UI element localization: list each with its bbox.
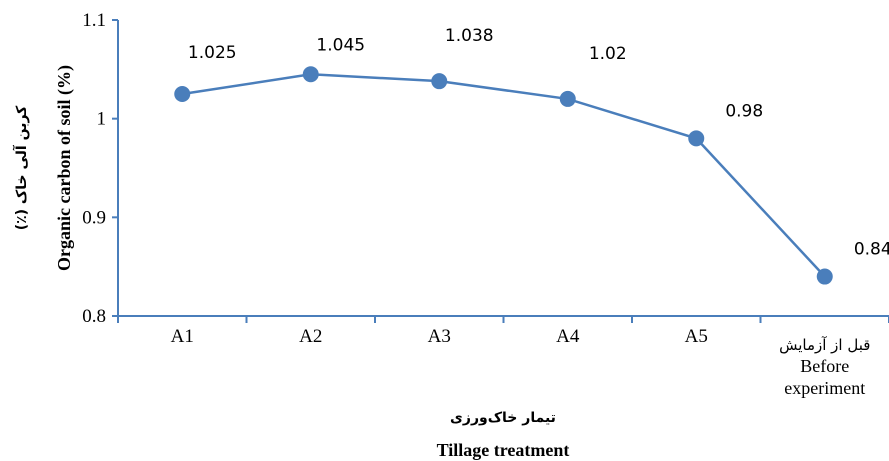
x-tick-label-persian: قبل از آزمایش bbox=[779, 336, 870, 354]
y-axis-ticks: 0.8 0.9 1 1.1 bbox=[82, 10, 118, 327]
data-label: 1.025 bbox=[188, 43, 237, 63]
x-tick-label: Before bbox=[800, 356, 849, 376]
x-axis-title: Tillage treatment bbox=[437, 440, 570, 460]
series-group bbox=[174, 66, 833, 285]
data-label: 0.84 bbox=[854, 240, 889, 260]
y-tick-label: 1.1 bbox=[82, 10, 106, 31]
x-tick-label: A2 bbox=[299, 326, 322, 347]
x-tick-label: A3 bbox=[428, 326, 451, 347]
data-label: 1.038 bbox=[445, 26, 494, 46]
y-tick-label: 1 bbox=[97, 109, 107, 130]
x-axis-title-persian: تیمار خاک‌ورزی bbox=[450, 410, 556, 426]
data-point bbox=[816, 268, 833, 285]
data-label: 1.02 bbox=[589, 44, 627, 64]
series-line bbox=[182, 73, 826, 278]
y-tick-label: 0.8 bbox=[82, 306, 106, 327]
data-point bbox=[559, 90, 576, 107]
data-point bbox=[302, 66, 319, 83]
data-label: 0.98 bbox=[725, 101, 763, 121]
x-tick-label: A5 bbox=[685, 326, 708, 347]
y-tick-label: 0.9 bbox=[82, 207, 106, 228]
data-labels: 1.025 1.045 1.038 1.02 0.98 0.84 bbox=[188, 26, 889, 259]
plot-area bbox=[117, 20, 889, 317]
data-label: 1.045 bbox=[316, 35, 365, 55]
data-point bbox=[688, 130, 705, 147]
data-point bbox=[174, 86, 191, 102]
x-tick-label: A1 bbox=[171, 326, 194, 347]
x-tick-label: A4 bbox=[556, 326, 580, 347]
y-axis-title-persian: کربن آلی خاک (٪) bbox=[12, 105, 30, 230]
x-tick-label: experiment bbox=[784, 378, 865, 398]
data-point bbox=[431, 73, 448, 90]
y-axis-title: Organic carbon of soil (%) bbox=[54, 65, 75, 271]
